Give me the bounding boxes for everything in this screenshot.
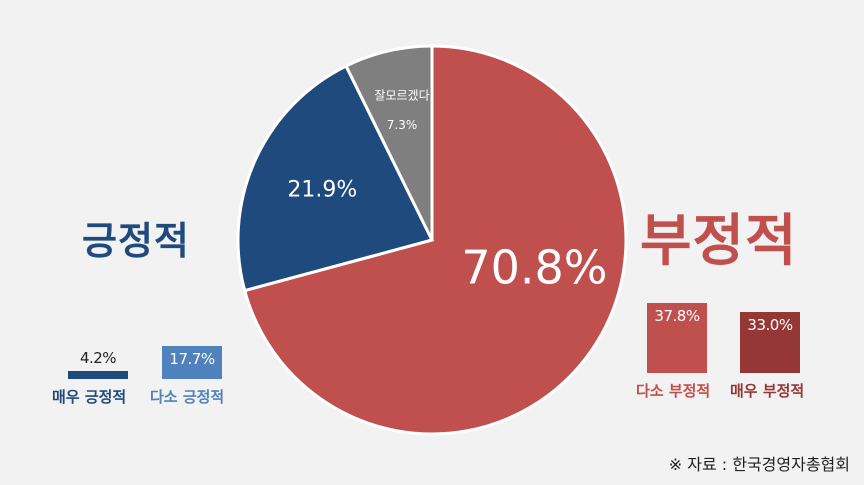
pie-slice (236, 64, 435, 293)
bar-value-label: 17.7% (169, 350, 215, 369)
pie-value-label: 7.3% (387, 118, 418, 132)
pie-slice (344, 44, 434, 241)
bar-value-label: 4.2% (79, 349, 117, 368)
source-note: ※ 자료 : 한국경영자총협회 (668, 455, 850, 474)
bar-category-label: 매우 긍정적 (52, 388, 127, 406)
pie-value-label: 70.8% (461, 240, 607, 294)
bar-value-label: 37.8% (654, 307, 700, 326)
bar (647, 303, 707, 373)
pie-value-label: 21.9% (287, 178, 357, 203)
pie-slice (242, 44, 628, 436)
bar (740, 311, 800, 373)
bar-category-label: 다소 부정적 (636, 382, 711, 400)
bar-category-label: 매우 부정적 (730, 382, 805, 400)
negative-group-label: 부정적 (640, 209, 798, 274)
positive-group-label: 긍정적 (82, 219, 190, 263)
pie-slice-label: 잘모르겠다 (374, 89, 429, 103)
bar-category-label: 다소 긍정적 (150, 388, 225, 406)
bar (162, 346, 222, 379)
bar-value-label: 33.0% (747, 315, 793, 334)
bar (68, 371, 128, 379)
